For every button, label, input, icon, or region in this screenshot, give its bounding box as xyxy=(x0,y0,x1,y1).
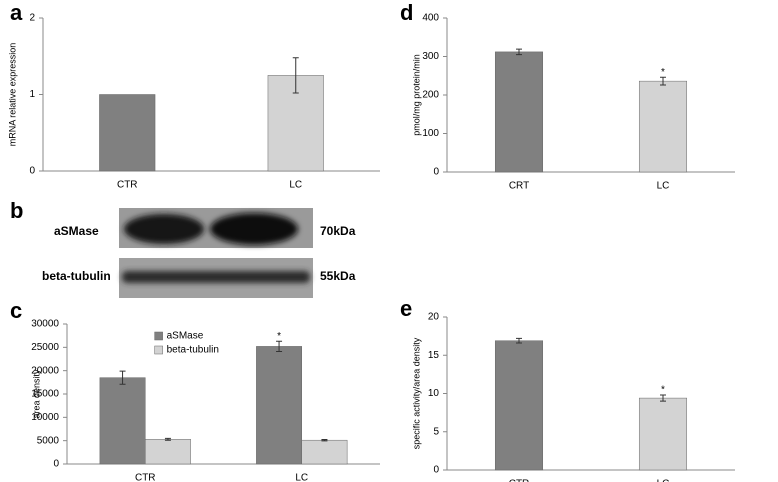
y-tick-label: 300 xyxy=(422,51,439,62)
error-bar xyxy=(292,57,299,94)
y-tick-label: 100 xyxy=(422,128,439,139)
y-tick-label: 20000 xyxy=(31,365,59,376)
y-tick-label: 1 xyxy=(29,89,35,100)
panel-label: e xyxy=(400,296,412,321)
y-axis-label: pmol/mg protein/min xyxy=(411,54,421,136)
bar xyxy=(494,340,544,471)
bar xyxy=(99,94,156,172)
blot-protein: beta-tubulin xyxy=(42,269,111,283)
blot-protein: aSMase xyxy=(54,224,99,238)
error-bar xyxy=(516,48,522,56)
y-tick-label: 5 xyxy=(433,426,439,437)
legend-swatch xyxy=(154,331,163,341)
y-tick-label: 25000 xyxy=(31,342,59,353)
y-tick-label: 15000 xyxy=(31,389,59,400)
panel-label: d xyxy=(400,0,413,25)
bar xyxy=(638,397,688,471)
y-tick-label: 30000 xyxy=(31,319,59,330)
legend-swatch xyxy=(154,345,163,355)
y-tick-label: 5000 xyxy=(37,435,60,446)
x-tick-label: LC xyxy=(295,473,308,482)
panel-label: c xyxy=(10,298,22,323)
significance: * xyxy=(277,331,281,342)
significance: * xyxy=(661,385,665,396)
y-tick-label: 0 xyxy=(53,459,59,470)
bar xyxy=(145,439,191,465)
significance: * xyxy=(661,67,665,78)
panel-label: a xyxy=(10,0,23,25)
y-axis-label: area density xyxy=(31,369,41,419)
error-bar xyxy=(660,394,666,402)
blot-size: 70kDa xyxy=(320,224,356,238)
bar xyxy=(99,377,146,465)
blot-panel: b aSMase 70kDa beta-tubulin 55kDa xyxy=(10,198,356,298)
y-axis-label: mRNA relative expression xyxy=(7,43,17,147)
bar xyxy=(638,80,688,173)
error-bar xyxy=(164,437,171,441)
x-tick-label: CTR xyxy=(117,180,138,191)
y-tick-label: 10 xyxy=(428,388,440,399)
blot-size: 55kDa xyxy=(320,269,356,283)
legend-label: beta-tubulin xyxy=(167,345,219,356)
y-tick-label: 20 xyxy=(428,312,440,323)
y-tick-label: 0 xyxy=(433,465,439,476)
x-tick-label: CTR xyxy=(135,473,156,482)
legend-label: aSMase xyxy=(167,331,204,342)
y-tick-label: 0 xyxy=(433,167,439,178)
y-tick-label: 15 xyxy=(428,350,440,361)
error-bar xyxy=(516,337,522,344)
bar xyxy=(256,346,302,465)
y-tick-label: 10000 xyxy=(31,412,59,423)
x-tick-label: CRT xyxy=(509,181,529,192)
x-tick-label: CTR xyxy=(509,479,530,482)
blot-band xyxy=(122,271,310,283)
error-bar xyxy=(660,76,666,86)
error-bar xyxy=(276,340,283,353)
panel-label: b xyxy=(10,198,23,223)
x-tick-label: LC xyxy=(289,180,302,191)
x-tick-label: LC xyxy=(657,181,670,192)
error-bar xyxy=(119,370,126,385)
bar xyxy=(301,439,348,465)
y-tick-label: 0 xyxy=(29,166,35,177)
bar xyxy=(494,51,544,173)
x-tick-label: LC xyxy=(657,479,670,482)
y-tick-label: 200 xyxy=(422,90,439,101)
blot-band xyxy=(210,213,298,245)
error-bar xyxy=(321,439,328,442)
blot-band xyxy=(124,214,204,244)
y-tick-label: 2 xyxy=(29,13,35,24)
y-tick-label: 400 xyxy=(422,13,439,24)
y-axis-label: specific activity/area density xyxy=(411,337,421,449)
